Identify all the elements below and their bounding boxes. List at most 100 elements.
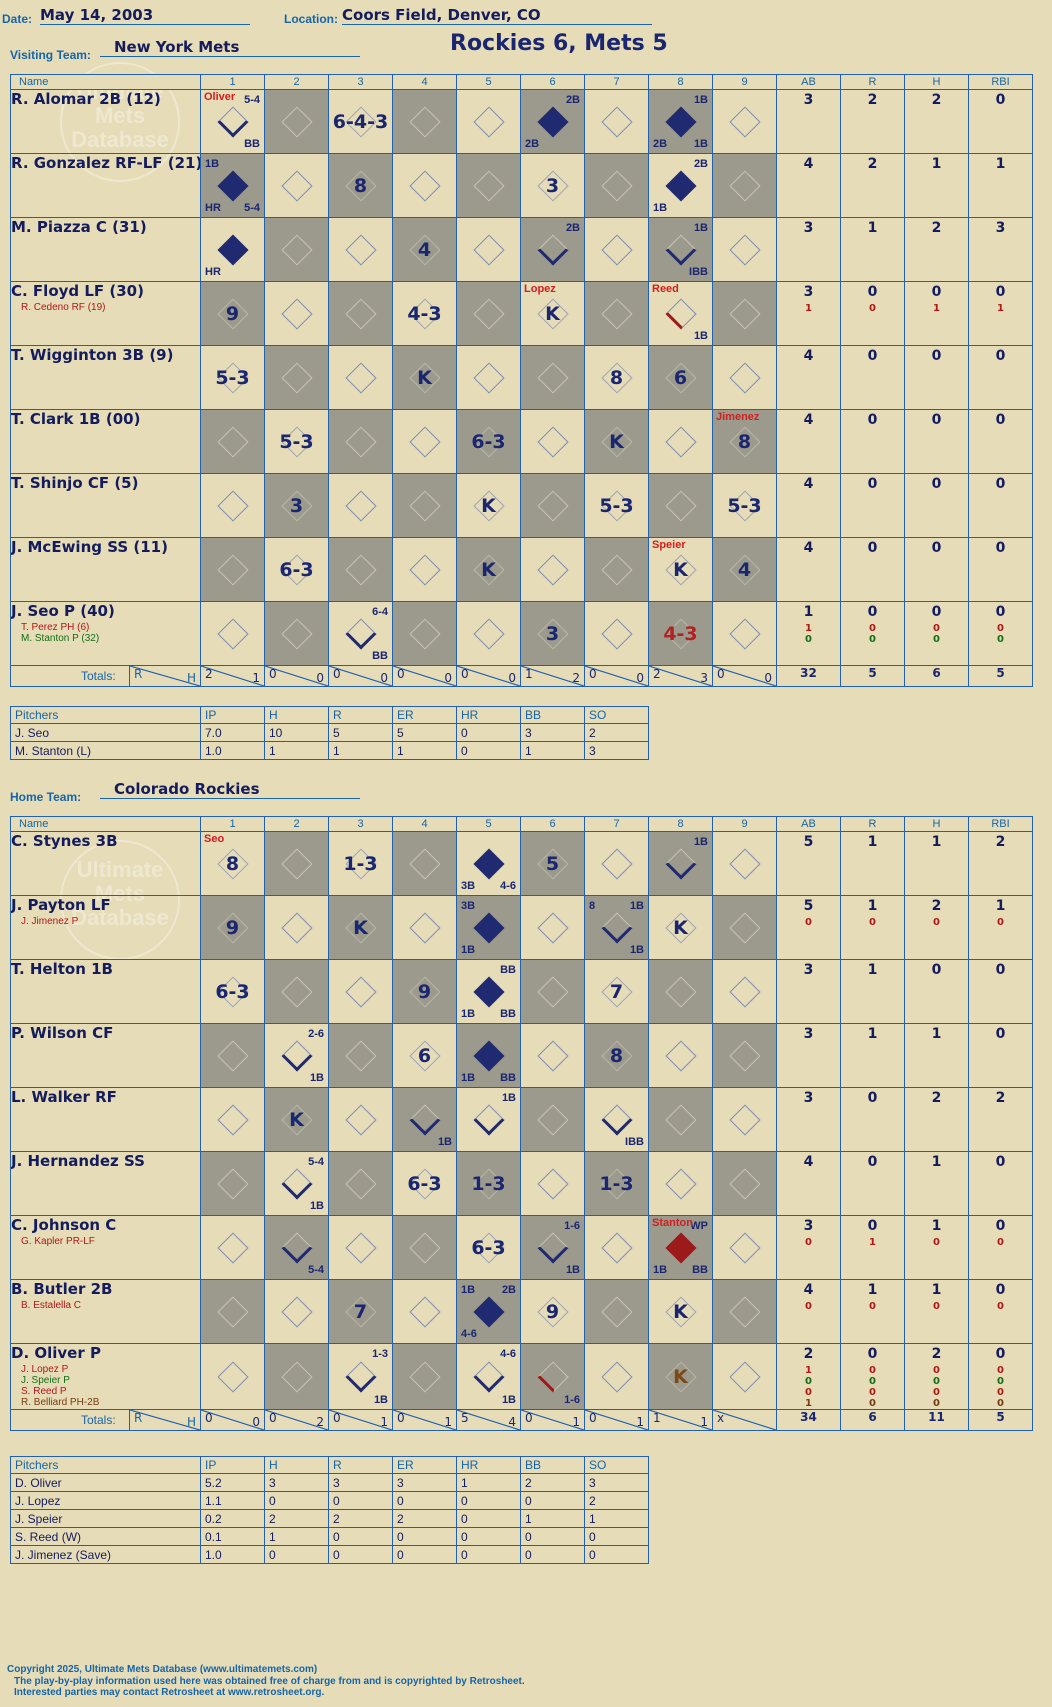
column-header: 9 xyxy=(712,74,777,90)
player-name-cell[interactable]: J. Seo P (40) T. Perez PH (6) M. Stanton P… xyxy=(10,601,201,666)
player-name[interactable]: C. Johnson C xyxy=(11,1216,117,1235)
player-name[interactable]: J. Hernandez SS xyxy=(11,1152,145,1171)
play-result: 7 xyxy=(353,1300,368,1323)
player-name-cell[interactable]: T. Wigginton 3B (9) xyxy=(10,345,201,410)
pitcher-name[interactable]: J. Speier xyxy=(10,1509,201,1528)
pitcher-name[interactable]: D. Oliver xyxy=(10,1473,201,1492)
player-name-cell[interactable]: C. Floyd LF (30) R. Cedeno RF (19) xyxy=(10,281,201,346)
player-name[interactable]: J. McEwing SS (11) xyxy=(11,538,168,557)
stat-value: 0 xyxy=(995,1346,1006,1362)
inning-hits: 1 xyxy=(572,1415,580,1429)
player-name[interactable]: R. Alomar 2B (12) xyxy=(11,90,161,109)
base-diamond-icon xyxy=(536,1360,569,1393)
base-diamond-icon xyxy=(664,105,697,138)
inning-cell-3: 6-4 BB xyxy=(328,601,393,666)
play-note: 4-6 xyxy=(500,1348,516,1360)
player-name-cell[interactable]: C. Stynes 3B xyxy=(10,831,201,896)
player-name-cell[interactable]: R. Gonzalez RF-LF (21) xyxy=(10,153,201,218)
stat-value: 2 xyxy=(995,834,1006,850)
base-diamond-icon xyxy=(344,617,377,650)
base-diamond-icon xyxy=(600,617,633,650)
pitchers-header-cell: Pitchers xyxy=(10,1456,201,1474)
player-name[interactable]: L. Walker RF xyxy=(11,1088,117,1107)
base-diamond-icon xyxy=(600,297,633,330)
base-diamond-icon xyxy=(280,233,313,266)
visitors-scorecard: Name 1 2 3 4 5 6 7 8 9 AB R H RBI R. Alomar 2B (12) 5-4… xyxy=(10,74,1033,687)
stat-value: 1 xyxy=(931,1154,942,1170)
player-name-cell[interactable]: P. Wilson CF xyxy=(10,1023,201,1088)
base-diamond-icon xyxy=(280,1039,313,1072)
pitcher-stat: 0 xyxy=(456,1545,521,1564)
pitchers-header-cell: H xyxy=(264,706,329,724)
player-name[interactable]: T. Helton 1B xyxy=(11,960,114,979)
player-name-cell[interactable]: T. Shinjo CF (5) xyxy=(10,473,201,538)
player-row: L. Walker RF K 1B 1B IBB 3 0 2 2 xyxy=(10,1087,1033,1152)
inning-cell-9 xyxy=(712,281,777,346)
player-name-cell[interactable]: T. Helton 1B xyxy=(10,959,201,1024)
team-total-stat: 6 xyxy=(840,1409,905,1431)
substitute-name: M. Stanton P (32) xyxy=(21,633,100,644)
team-total-stat: 32 xyxy=(776,665,841,687)
player-name[interactable]: T. Wigginton 3B (9) xyxy=(11,346,174,365)
inning-cell-6 xyxy=(520,1151,585,1216)
pitcher-name[interactable]: M. Stanton (L) xyxy=(10,741,201,760)
player-name-cell[interactable]: J. Hernandez SS xyxy=(10,1151,201,1216)
play-result: 3 xyxy=(289,494,304,517)
stat-value: 0 xyxy=(933,1301,940,1312)
player-name-cell[interactable]: J. Payton LF J. Jimenez P xyxy=(10,895,201,960)
player-name[interactable]: T. Clark 1B (00) xyxy=(11,410,141,429)
inning-cell-8 xyxy=(648,1087,713,1152)
player-name-cell[interactable]: L. Walker RF xyxy=(10,1087,201,1152)
player-name[interactable]: J. Payton LF xyxy=(11,896,111,915)
player-name[interactable]: C. Stynes 3B xyxy=(11,832,118,851)
pitcher-stat: 1 xyxy=(520,1509,585,1528)
player-name[interactable]: C. Floyd LF (30) xyxy=(11,282,144,301)
player-name-cell[interactable]: M. Piazza C (31) xyxy=(10,217,201,282)
inning-cell-5: 1-3 xyxy=(456,1151,521,1216)
inning-cell-3 xyxy=(328,959,393,1024)
inning-cell-3: K xyxy=(328,895,393,960)
player-name-cell[interactable]: T. Clark 1B (00) xyxy=(10,409,201,474)
base-diamond-icon xyxy=(408,1295,441,1328)
pitcher-stat: 2 xyxy=(328,1509,393,1528)
player-name[interactable]: D. Oliver P xyxy=(11,1344,101,1363)
pitcher-name[interactable]: J. Lopez xyxy=(10,1491,201,1510)
footer-retrosheet: The play-by-play information used here w… xyxy=(14,1676,525,1687)
play-note: 1B xyxy=(461,944,476,956)
pitchers-header-cell: HR xyxy=(456,1456,521,1474)
inning-cell-5: BB 1B BB xyxy=(456,959,521,1024)
pitcher-name[interactable]: S. Reed (W) xyxy=(10,1527,201,1546)
inning-cell-5 xyxy=(456,281,521,346)
player-name-cell[interactable]: B. Butler 2B B. Estalella C xyxy=(10,1279,201,1344)
base-diamond-icon xyxy=(536,489,569,522)
stat-cell: 0 xyxy=(968,537,1033,602)
pitcher-name[interactable]: J. Jimenez (Save) xyxy=(10,1545,201,1564)
player-name[interactable]: M. Piazza C (31) xyxy=(11,218,147,237)
player-name-cell[interactable]: J. McEwing SS (11) xyxy=(10,537,201,602)
stat-value: 3 xyxy=(803,1026,814,1042)
player-name-cell[interactable]: C. Johnson C G. Kapler PR-LF xyxy=(10,1215,201,1280)
player-name-cell[interactable]: D. Oliver P J. Lopez P J. Speier P S. Reed … xyxy=(10,1343,201,1410)
player-name-cell[interactable]: R. Alomar 2B (12) xyxy=(10,89,201,154)
player-name[interactable]: R. Gonzalez RF-LF (21) xyxy=(11,154,201,173)
play-result: 4 xyxy=(737,558,752,581)
pitcher-stat: 1 xyxy=(520,741,585,760)
player-name[interactable]: T. Shinjo CF (5) xyxy=(11,474,139,493)
play-result: 1-3 xyxy=(471,1172,506,1195)
pitchers-table: Pitchers IP H R ER HR BB SO J. Seo 7.0 10 5 5 0 3 2 M. S… xyxy=(10,706,649,760)
play-note: 1B xyxy=(309,1200,324,1212)
stat-value: 0 xyxy=(933,623,940,634)
player-name[interactable]: B. Butler 2B xyxy=(11,1280,113,1299)
stat-value: 0 xyxy=(995,412,1006,428)
player-name[interactable]: P. Wilson CF xyxy=(11,1024,114,1043)
inning-cell-6: 1-6 1B xyxy=(520,1215,585,1280)
pitcher-name[interactable]: J. Seo xyxy=(10,723,201,742)
base-diamond-icon xyxy=(280,297,313,330)
pitcher-stat: 1.1 xyxy=(200,1491,265,1510)
play-result: 9 xyxy=(225,916,240,939)
stat-value: 0 xyxy=(869,1376,876,1387)
player-name[interactable]: J. Seo P (40) xyxy=(11,602,115,621)
rh-label-r: R xyxy=(134,1411,143,1425)
